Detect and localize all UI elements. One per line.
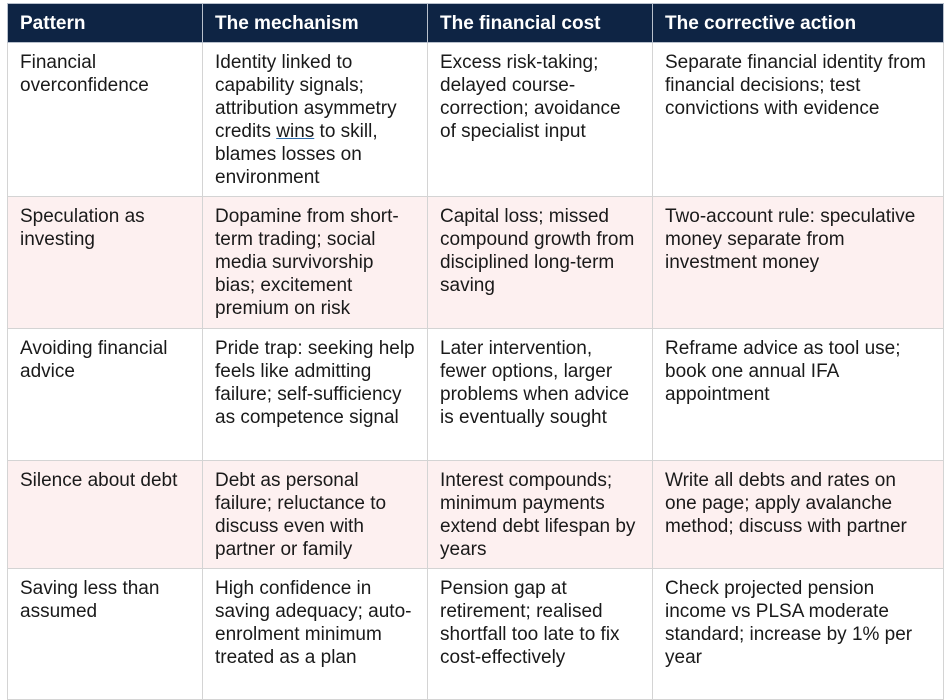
cell-pattern: Saving less than assumed bbox=[7, 568, 203, 700]
cell-mechanism: Identity linked to capability signals; a… bbox=[202, 42, 428, 197]
cell-mechanism: High confidence in saving adequacy; auto… bbox=[202, 568, 428, 700]
cell-corrective-action: Reframe advice as tool use; book one ann… bbox=[652, 328, 944, 461]
cell-mechanism: Debt as personal failure; reluctance to … bbox=[202, 460, 428, 569]
table-row: Financial overconfidence Identity linked… bbox=[7, 42, 944, 197]
table-row: Silence about debt Debt as personal fail… bbox=[7, 460, 944, 569]
cell-corrective-action: Check projected pension income vs PLSA m… bbox=[652, 568, 944, 700]
header-corrective-action: The corrective action bbox=[652, 3, 944, 43]
cell-financial-cost: Interest compounds; minimum payments ext… bbox=[427, 460, 653, 569]
cell-financial-cost: Excess risk-taking; delayed course-corre… bbox=[427, 42, 653, 197]
cell-financial-cost: Capital loss; missed compound growth fro… bbox=[427, 196, 653, 329]
mechanism-text-start: Identity linked to capability signals; a… bbox=[215, 52, 397, 142]
header-financial-cost: The financial cost bbox=[427, 3, 653, 43]
spellcheck-underlined-word: wins bbox=[276, 121, 315, 142]
mechanism-text-end: to skill, blames losses on environment bbox=[215, 121, 378, 188]
patterns-table: Pattern The mechanism The financial cost… bbox=[7, 3, 944, 700]
cell-pattern: Silence about debt bbox=[7, 460, 203, 569]
header-row: Pattern The mechanism The financial cost… bbox=[7, 3, 944, 43]
table-row: Speculation as investing Dopamine from s… bbox=[7, 196, 944, 329]
cell-mechanism: Pride trap: seeking help feels like admi… bbox=[202, 328, 428, 461]
cell-pattern: Avoiding financial advice bbox=[7, 328, 203, 461]
cell-financial-cost: Pension gap at retirement; realised shor… bbox=[427, 568, 653, 700]
cell-financial-cost: Later intervention, fewer options, large… bbox=[427, 328, 653, 461]
cell-pattern: Financial overconfidence bbox=[7, 42, 203, 197]
cell-mechanism: Dopamine from short-term trading; social… bbox=[202, 196, 428, 329]
header-mechanism: The mechanism bbox=[202, 3, 428, 43]
header-pattern: Pattern bbox=[7, 3, 203, 43]
table-row: Avoiding financial advice Pride trap: se… bbox=[7, 328, 944, 461]
cell-corrective-action: Write all debts and rates on one page; a… bbox=[652, 460, 944, 569]
cell-corrective-action: Two-account rule: speculative money sepa… bbox=[652, 196, 944, 329]
cell-corrective-action: Separate financial identity from financi… bbox=[652, 42, 944, 197]
cell-pattern: Speculation as investing bbox=[7, 196, 203, 329]
table-row: Saving less than assumed High confidence… bbox=[7, 568, 944, 700]
